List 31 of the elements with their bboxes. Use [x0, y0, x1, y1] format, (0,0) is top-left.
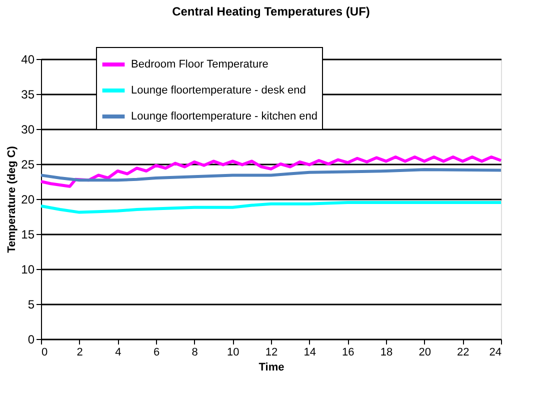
- y-tick-label: 15: [21, 228, 35, 242]
- x-tick-label: 20: [418, 346, 431, 358]
- x-tick-label: 16: [342, 346, 354, 358]
- line-series: [40, 201, 502, 214]
- x-tick-label: 4: [115, 346, 122, 358]
- x-tick-label: 22: [457, 346, 470, 358]
- y-tick-label: 0: [28, 332, 35, 346]
- y-tick-label: 5: [28, 298, 35, 312]
- y-tick-label: 25: [21, 158, 35, 172]
- x-axis-title: Time: [258, 362, 284, 374]
- x-tick-label: 14: [304, 346, 316, 358]
- y-tick-label: 35: [21, 88, 35, 102]
- chart-title: Central Heating Temperatures (UF): [172, 4, 370, 18]
- y-tick-label: 10: [21, 262, 35, 276]
- legend-label: Lounge floortemperature - desk end: [131, 84, 306, 96]
- legend-label: Bedroom Floor Temperature: [131, 58, 268, 70]
- x-tick-label: 6: [153, 346, 160, 358]
- x-tick-label: 18: [380, 346, 393, 358]
- x-tick-label: 10: [227, 346, 240, 358]
- x-tick-label: 0: [42, 346, 48, 358]
- y-tick-label: 40: [21, 52, 35, 66]
- x-tick-label: 2: [76, 346, 83, 358]
- line-series: [40, 168, 502, 182]
- y-tick-label: 30: [21, 122, 35, 136]
- x-tick-label: 8: [192, 346, 198, 358]
- x-tick-label: 24: [489, 346, 502, 358]
- legend-label: Lounge floortemperature - kitchen end: [131, 110, 318, 122]
- y-axis-title: Temperature (deg C): [6, 146, 18, 253]
- line-series: [40, 156, 502, 188]
- y-tick-label: 20: [21, 192, 35, 206]
- x-tick-label: 12: [265, 346, 278, 358]
